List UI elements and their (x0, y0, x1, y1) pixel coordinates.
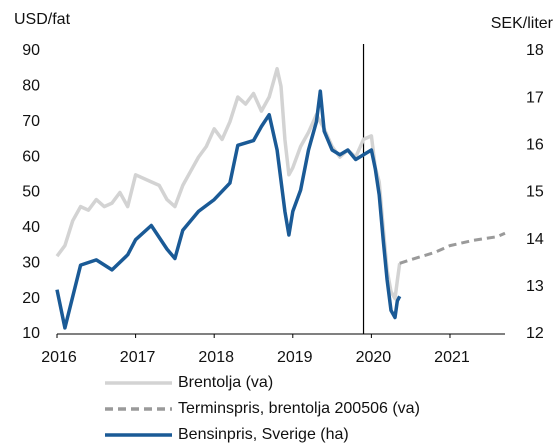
y-tick-label: 40 (22, 219, 40, 236)
y-tick-label: 80 (22, 78, 40, 95)
y-tick-label: 20 (22, 290, 40, 307)
y2-tick-label: 16 (526, 137, 544, 154)
y2-tick-label: 18 (526, 42, 544, 59)
series-line (399, 231, 506, 265)
y-tick-label: 90 (22, 42, 40, 59)
y2-tick-label: 17 (526, 89, 544, 106)
y2-tick-label: 14 (526, 231, 544, 248)
y2-tick-label: 13 (526, 278, 544, 295)
series-line (55, 89, 402, 330)
y2-axis-title: SEK/liter (491, 15, 553, 32)
y-tick-label: 60 (22, 148, 40, 165)
legend-label: Bensinpris, Sverige (ha) (178, 426, 349, 443)
x-tick-label: 2018 (198, 349, 234, 366)
y-axis-title: USD/fat (14, 11, 71, 28)
y2-tick-label: 15 (526, 184, 544, 201)
x-tick-label: 2016 (41, 349, 77, 366)
y-tick-label: 10 (22, 325, 40, 342)
y2-tick-label: 12 (526, 325, 544, 342)
x-tick-label: 2020 (356, 349, 392, 366)
y-tick-label: 30 (22, 254, 40, 271)
x-tick-label: 2017 (120, 349, 156, 366)
legend-label: Brentolja (va) (178, 374, 273, 391)
y-tick-label: 70 (22, 113, 40, 130)
x-tick-label: 2021 (434, 349, 470, 366)
x-tick-label: 2019 (277, 349, 313, 366)
y-tick-label: 50 (22, 184, 40, 201)
series-line (55, 66, 402, 301)
legend-label: Terminspris, brentolja 200506 (va) (178, 400, 420, 417)
